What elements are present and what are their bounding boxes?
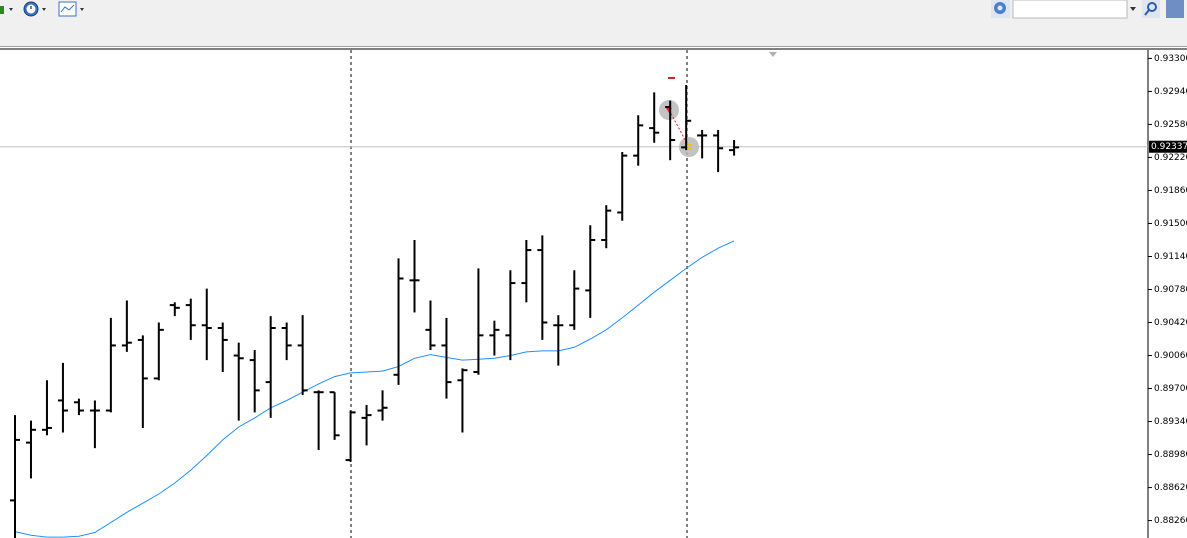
gear-hole xyxy=(997,5,1003,11)
trade-link xyxy=(668,109,690,148)
toolbar xyxy=(0,0,1187,47)
toolbar-icon[interactable] xyxy=(0,6,4,14)
messages-button[interactable] xyxy=(1166,0,1184,18)
magnifier-handle xyxy=(1144,9,1150,16)
current-price-label: 0.92337 xyxy=(1151,142,1187,152)
current-price-box xyxy=(1149,140,1187,153)
search-dropdown[interactable] xyxy=(1130,7,1136,11)
dropdown-arrow[interactable] xyxy=(80,8,84,11)
toolbar-border xyxy=(0,46,1187,47)
dropdown-arrow[interactable] xyxy=(42,8,46,11)
search-box[interactable] xyxy=(1012,0,1128,19)
shift-marker[interactable] xyxy=(769,52,777,57)
chart-border xyxy=(0,48,1187,50)
dropdown-arrow[interactable] xyxy=(9,8,13,11)
magnifier xyxy=(1147,2,1157,12)
moving-average xyxy=(14,240,735,538)
indicator-glyph xyxy=(60,4,75,13)
